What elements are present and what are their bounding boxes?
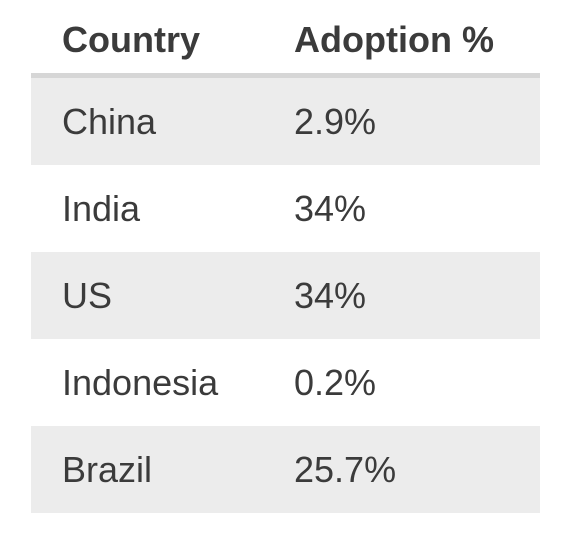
- country-cell: Indonesia: [62, 361, 219, 403]
- table-body: China 2.9% India 34% US 34% Indonesia 0.…: [31, 78, 540, 513]
- adoption-table: Country Adoption % China 2.9% India 34% …: [31, 0, 540, 513]
- table-header-row: Country Adoption %: [31, 0, 540, 78]
- table-row: China 2.9%: [31, 78, 540, 165]
- country-cell: India: [62, 187, 141, 229]
- adoption-cell: 2.9%: [294, 100, 377, 142]
- adoption-cell: 34%: [294, 187, 367, 229]
- header-adoption[interactable]: Adoption %: [294, 18, 494, 60]
- adoption-cell: 25.7%: [294, 448, 397, 490]
- table-row: Indonesia 0.2%: [31, 339, 540, 426]
- country-cell: China: [62, 100, 157, 142]
- country-cell: Brazil: [62, 448, 153, 490]
- country-cell: US: [62, 274, 113, 316]
- table-row: India 34%: [31, 165, 540, 252]
- adoption-cell: 0.2%: [294, 361, 377, 403]
- table-row: US 34%: [31, 252, 540, 339]
- adoption-cell: 34%: [294, 274, 367, 316]
- header-country[interactable]: Country: [62, 18, 200, 60]
- table-row: Brazil 25.7%: [31, 426, 540, 513]
